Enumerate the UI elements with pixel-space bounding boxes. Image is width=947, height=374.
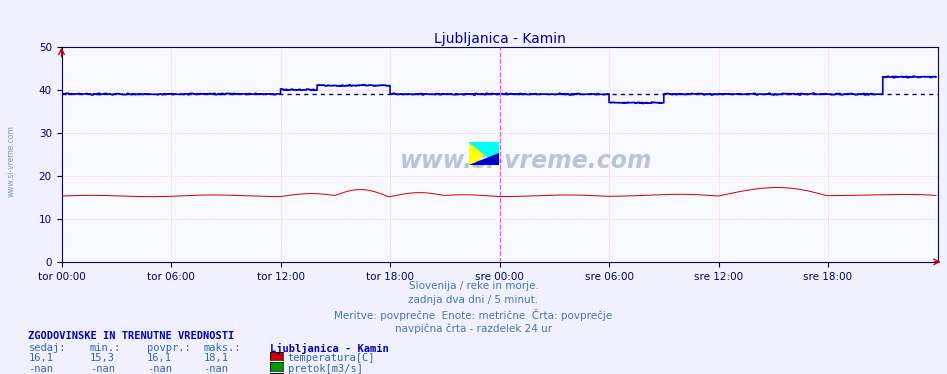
Text: 16,1: 16,1 xyxy=(28,353,53,364)
Text: povpr.:: povpr.: xyxy=(147,343,190,353)
Text: navpična črta - razdelek 24 ur: navpična črta - razdelek 24 ur xyxy=(395,324,552,334)
Text: -nan: -nan xyxy=(90,364,115,374)
Text: temperatura[C]: temperatura[C] xyxy=(288,353,375,364)
Text: zadnja dva dni / 5 minut.: zadnja dva dni / 5 minut. xyxy=(408,295,539,305)
Text: -nan: -nan xyxy=(204,364,228,374)
Polygon shape xyxy=(469,142,499,165)
Text: 15,3: 15,3 xyxy=(90,353,115,364)
Text: pretok[m3/s]: pretok[m3/s] xyxy=(288,364,363,374)
Title: Ljubljanica - Kamin: Ljubljanica - Kamin xyxy=(434,31,565,46)
Text: Ljubljanica - Kamin: Ljubljanica - Kamin xyxy=(270,343,388,354)
Text: maks.:: maks.: xyxy=(204,343,241,353)
Polygon shape xyxy=(469,142,499,165)
Text: 18,1: 18,1 xyxy=(204,353,228,364)
Text: Meritve: povprečne  Enote: metrične  Črta: povprečje: Meritve: povprečne Enote: metrične Črta:… xyxy=(334,309,613,321)
Text: min.:: min.: xyxy=(90,343,121,353)
Text: ZGODOVINSKE IN TRENUTNE VREDNOSTI: ZGODOVINSKE IN TRENUTNE VREDNOSTI xyxy=(28,331,235,341)
Text: sedaj:: sedaj: xyxy=(28,343,66,353)
Text: -nan: -nan xyxy=(147,364,171,374)
Text: Slovenija / reke in morje.: Slovenija / reke in morje. xyxy=(408,281,539,291)
Text: www.si-vreme.com: www.si-vreme.com xyxy=(7,125,16,197)
Text: 16,1: 16,1 xyxy=(147,353,171,364)
Text: www.si-vreme.com: www.si-vreme.com xyxy=(400,149,652,173)
Text: -nan: -nan xyxy=(28,364,53,374)
Polygon shape xyxy=(469,153,499,165)
